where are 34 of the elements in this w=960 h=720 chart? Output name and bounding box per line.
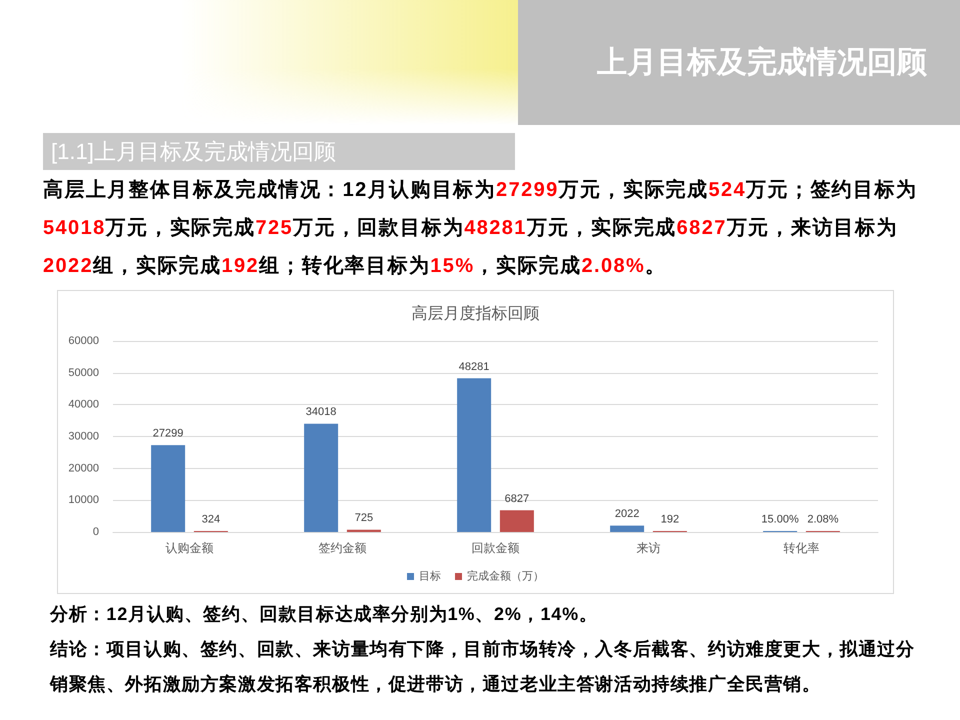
y-tick-label: 0: [92, 526, 99, 538]
bar: [610, 526, 644, 532]
data-label: 192: [660, 514, 680, 526]
text: 高层上月整体目标及完成情况：12月认购目标为27299万元，实际完成524万元；签约目标为54018万元，实际完成725万元，回款目标为48281万元，实际完成6827万元，来访目标为2022组，实际完成192组；转化率目标为15%，实际完成2.08%。: [43, 179, 918, 277]
data-label: 324: [202, 513, 220, 526]
text: 上月目标及完成情况回顾: [597, 44, 927, 81]
x-tick-label: 来访: [636, 541, 660, 555]
y-tick-label: 10000: [68, 494, 99, 506]
chart-title: 高层月度指标回顾: [412, 304, 540, 322]
bar: [457, 378, 492, 532]
data-label: 15.00%: [761, 514, 799, 526]
data-label: 2.08%: [807, 514, 839, 526]
data-label: 34018: [306, 406, 336, 418]
text: 分析：12月认购、签约、回款目标达成率分别为1%、2%，14%。: [50, 603, 599, 626]
y-tick-label: 50000: [68, 366, 99, 379]
data-label: 48281: [458, 360, 490, 373]
data-label: 6827: [504, 492, 530, 505]
y-tick-label: 30000: [68, 430, 99, 442]
x-tick-label: 回款金额: [472, 541, 520, 555]
y-tick-label: 20000: [68, 462, 99, 474]
y-tick-label: 40000: [68, 398, 99, 411]
data-label: 27299: [152, 428, 184, 440]
data-label: 725: [354, 512, 374, 524]
text: 结论：项目认购、签约、回款、来访量均有下降，目前市场转冷，入冬后截客、约访难度更大，拟通过分销聚焦、外拓激励方案激发拓客积极性，促进带访，通过老业主答谢活动持续推广全民营销。: [50, 638, 916, 696]
x-tick-label: 认购金额: [166, 541, 214, 555]
y-tick-label: 60000: [68, 335, 99, 347]
bar: [151, 445, 186, 532]
bar: [500, 510, 534, 532]
bar: [304, 424, 338, 532]
legend-label: 目标: [419, 570, 441, 582]
x-tick-label: 转化率: [784, 541, 820, 555]
legend-label: 完成金额（万）: [467, 570, 544, 582]
data-label: 2022: [614, 508, 640, 520]
x-tick-label: 签约金额: [318, 541, 366, 555]
